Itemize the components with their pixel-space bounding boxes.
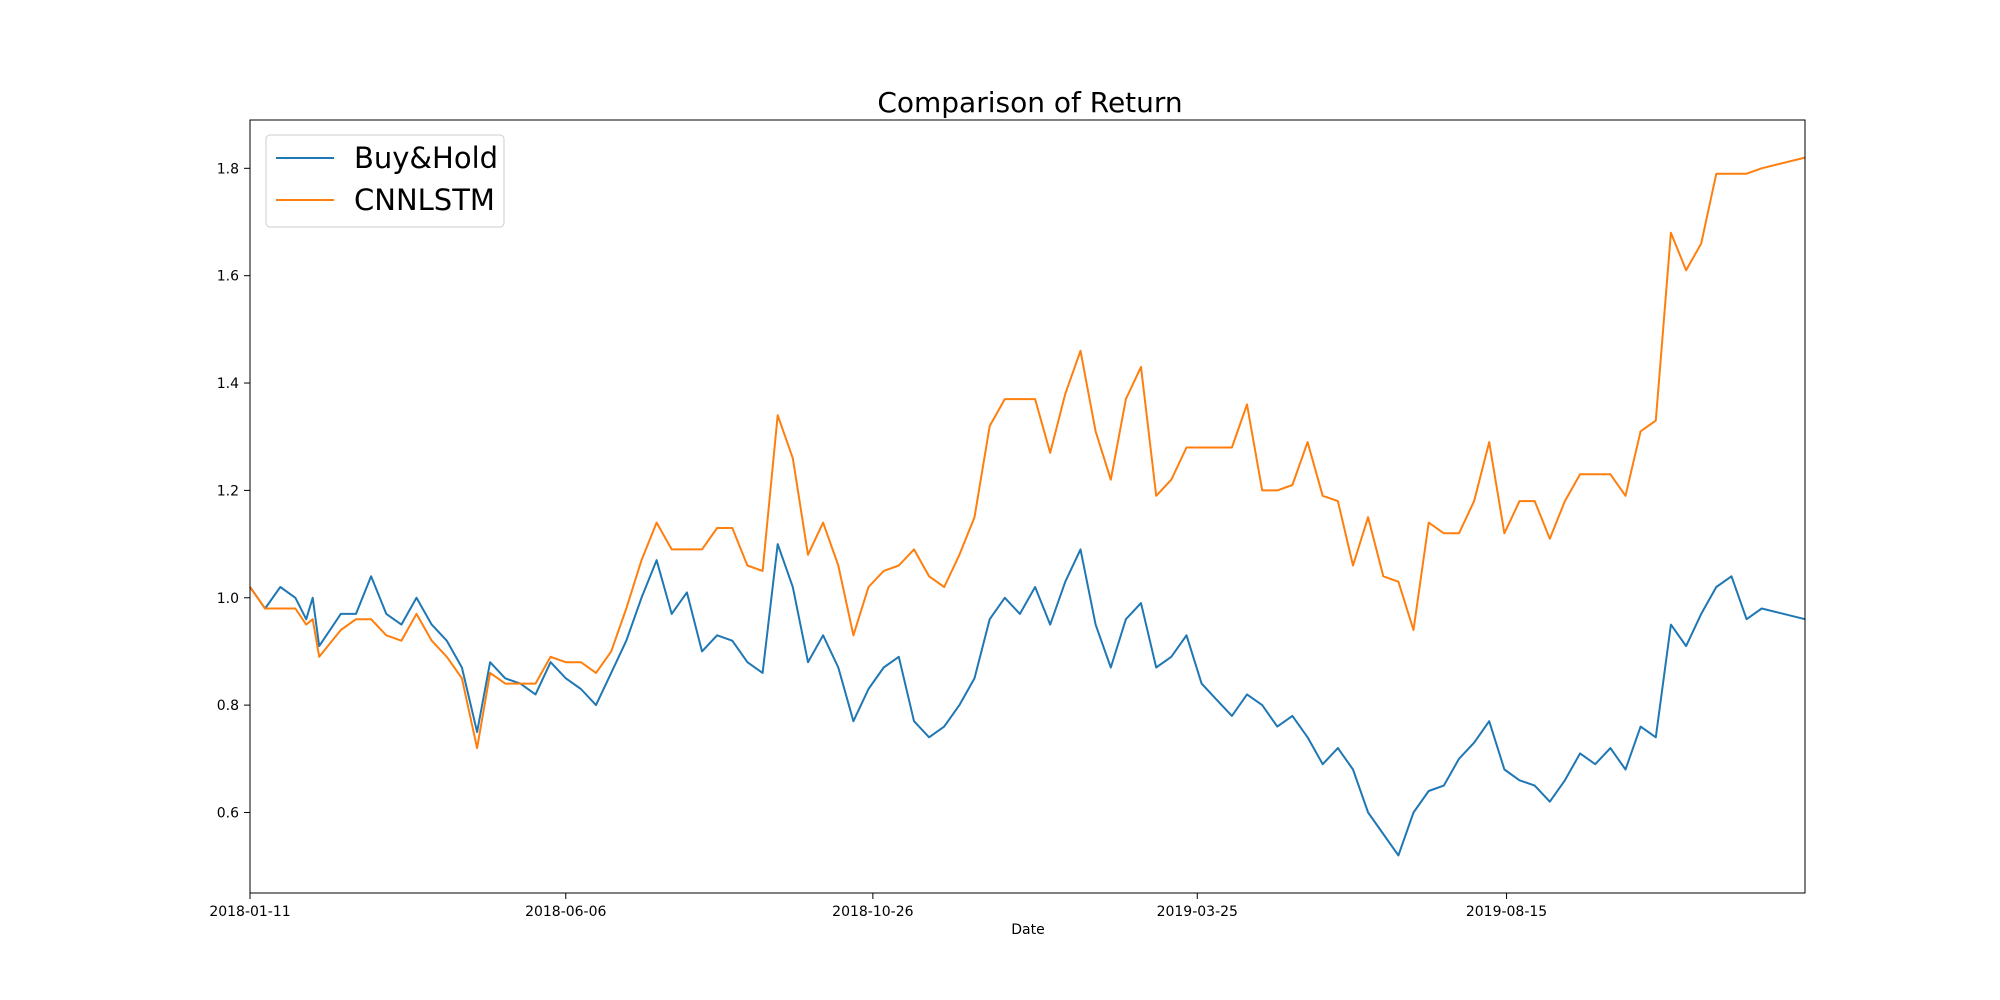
x-tick-label: 2018-06-06 <box>525 904 606 920</box>
x-axis: 2018-01-11 2018-06-06 2018-10-26 2019-03-25… <box>209 893 1547 920</box>
legend: Buy&Hold CNNLSTM <box>265 134 505 228</box>
series-line-buy-hold <box>249 543 1806 857</box>
y-tick-label: 0.6 <box>217 805 239 821</box>
x-axis-label: Date <box>1011 922 1044 938</box>
legend-label: CNNLSTM <box>354 183 495 217</box>
y-tick-label: 1.4 <box>217 376 239 392</box>
legend-label: Buy&Hold <box>354 141 498 175</box>
x-tick-label: 2018-01-11 <box>209 904 290 920</box>
chart-title: Comparison of Return <box>877 86 1182 119</box>
series-layer <box>249 156 1806 857</box>
plot-frame <box>249 119 1806 894</box>
y-tick-label: 1.6 <box>217 269 239 285</box>
x-tick-label: 2018-10-26 <box>832 904 913 920</box>
x-tick-label: 2019-08-15 <box>1466 904 1547 920</box>
y-tick-label: 1.8 <box>217 161 239 177</box>
y-axis: 0.6 0.8 1.0 1.2 1.4 1.6 1.8 <box>217 161 250 821</box>
x-tick-label: 2019-03-25 <box>1157 904 1238 920</box>
y-tick-label: 0.8 <box>217 698 239 714</box>
y-tick-label: 1.0 <box>217 591 239 607</box>
series-line-cnnlstm <box>249 156 1806 750</box>
y-tick-label: 1.2 <box>217 483 239 499</box>
